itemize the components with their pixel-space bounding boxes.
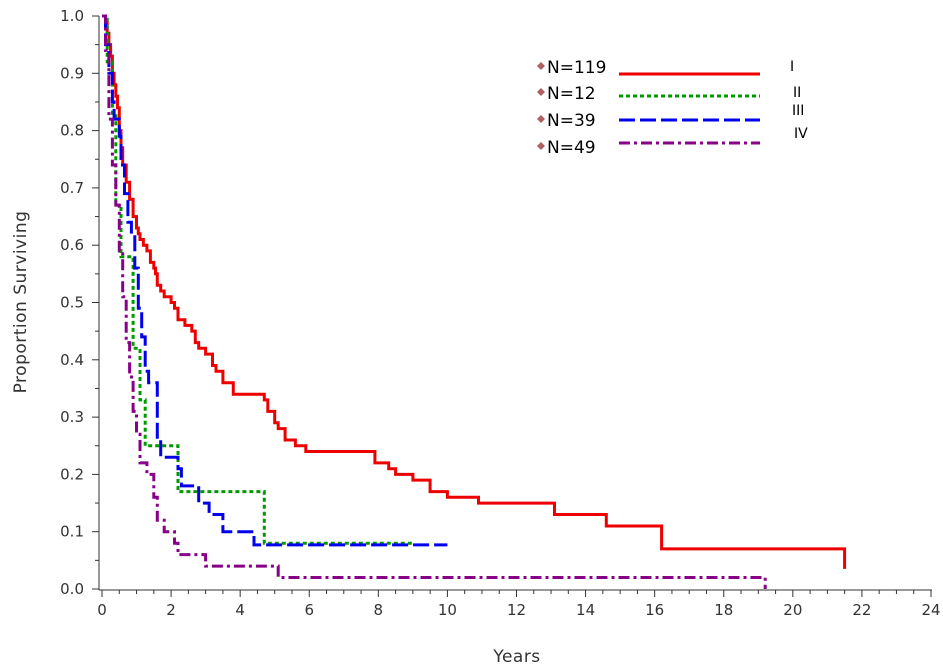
x-tick-label: 0 (97, 601, 107, 619)
x-tick-label: 24 (921, 601, 940, 619)
x-tick-label: 12 (507, 601, 526, 619)
series-line-iii (102, 14, 448, 547)
y-tick-label: 0.1 (60, 523, 84, 541)
legend-count-label: N=119 (547, 58, 606, 78)
legend-count-label: N=39 (547, 111, 596, 131)
legend-marker-icon (537, 115, 545, 123)
y-tick-label: 0.8 (60, 122, 84, 140)
series-line-i (102, 14, 847, 569)
y-tick-label: 0.9 (60, 64, 84, 82)
series-line-iv (102, 14, 767, 589)
plot-area: 0 2 4 6 8 10 12 14 16 18 20 22 24 0.00.10.20.30.40.5… (60, 7, 940, 619)
x-tick-label: 10 (438, 601, 457, 619)
y-tick-label: 0.7 (60, 179, 84, 197)
y-tick-label: 0.3 (60, 408, 84, 426)
y-tick-label: 1.0 (60, 7, 84, 25)
y-tick-label: 0.2 (60, 465, 84, 483)
legend-count-label: N=49 (547, 138, 596, 158)
x-tick-label: 18 (714, 601, 733, 619)
x-axis-ticks: 0 2 4 6 8 10 12 14 16 18 20 22 24 (97, 590, 941, 619)
x-tick-label: 8 (374, 601, 384, 619)
y-axis-title: Proportion Surviving (11, 211, 31, 394)
y-tick-label: 0.5 (60, 294, 84, 312)
legend-marker-icon (537, 88, 545, 96)
y-tick-label: 0.6 (60, 236, 84, 254)
series-line-ii (102, 14, 413, 545)
y-axis-ticks: 0.0 0.1 0.2 0.3 0.4 0.5 0.6 0.7 0.8 0.9 1.0 (60, 7, 99, 598)
legend-count-label: N=12 (547, 84, 596, 104)
legend-marker-icon (537, 62, 545, 70)
legend-series-name: I (790, 59, 794, 75)
legend-series-name: III (792, 103, 804, 119)
y-tick-label: 0.4 (60, 351, 84, 369)
x-axis-title: Years (492, 647, 540, 667)
legend: N=119 I N=12 II N=39 III N=49 IV (537, 58, 808, 158)
x-tick-label: 6 (304, 601, 314, 619)
x-tick-label: 16 (645, 601, 664, 619)
legend-series-name: IV (794, 126, 808, 142)
legend-marker-icon (537, 142, 545, 150)
x-tick-label: 4 (235, 601, 245, 619)
series-lines (102, 14, 847, 589)
y-tick-label: 0.0 (60, 580, 84, 598)
x-tick-label: 22 (852, 601, 871, 619)
x-tick-label: 14 (576, 601, 595, 619)
x-tick-label: 2 (166, 601, 176, 619)
x-tick-label: 20 (783, 601, 802, 619)
legend-series-name: II (793, 85, 801, 101)
